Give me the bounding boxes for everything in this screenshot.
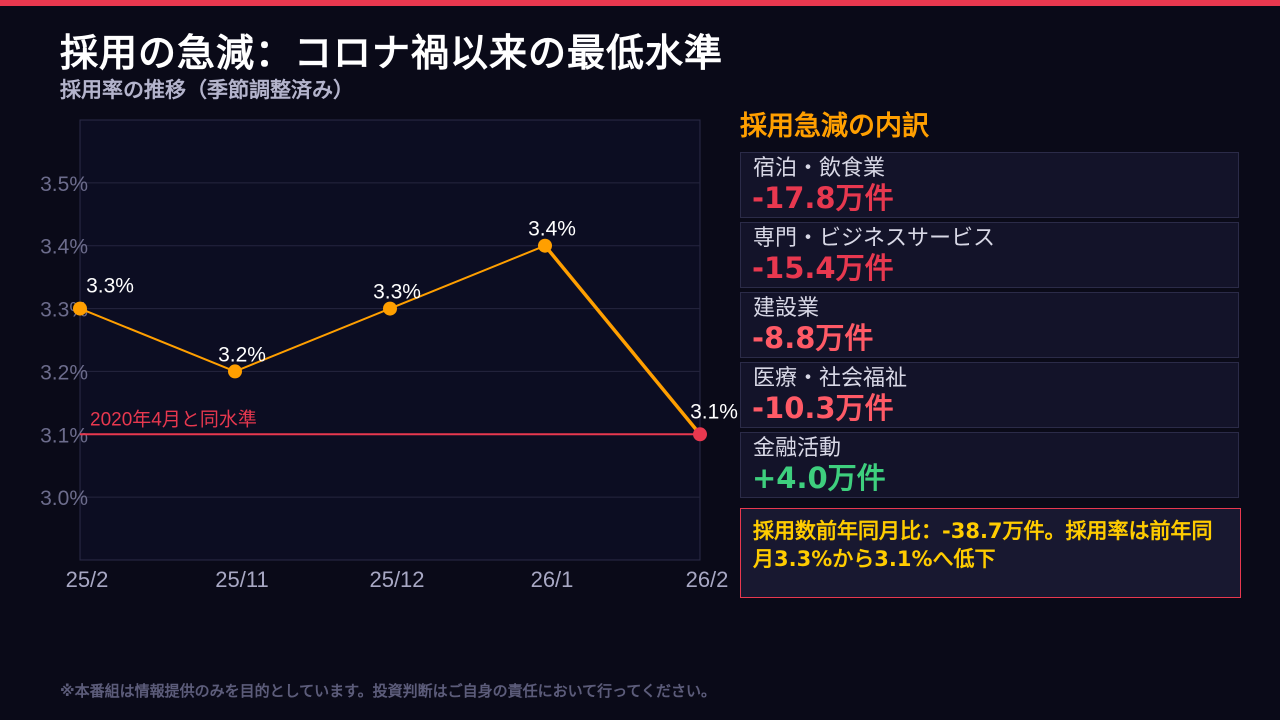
page-title: 採用の急減：コロナ禍以来の最低水準 bbox=[60, 31, 724, 75]
series-drop-segment bbox=[543, 244, 702, 436]
breakdown-card: 建設業 -8.8万件 bbox=[740, 292, 1239, 358]
y-tick-label: 3.1% bbox=[40, 424, 88, 447]
x-tick-label: 25/12 bbox=[369, 567, 424, 592]
data-label: 3.2% bbox=[218, 343, 266, 366]
category-value: -8.8万件 bbox=[752, 321, 874, 355]
data-point bbox=[538, 238, 552, 253]
top-accent-bar bbox=[0, 0, 1280, 6]
summary-text: 採用数前年同月比：-38.7万件。採用率は前年同月3.3%から3.1%へ低下 bbox=[753, 519, 1213, 571]
category-value: +4.0万件 bbox=[752, 461, 886, 495]
category-value: -17.8万件 bbox=[752, 181, 894, 215]
category-label: 建設業 bbox=[753, 296, 820, 321]
reference-line-label: 2020年4月と同水準 bbox=[90, 408, 257, 430]
summary-box: 採用数前年同月比：-38.7万件。採用率は前年同月3.3%から3.1%へ低下 bbox=[740, 508, 1241, 598]
category-value: -15.4万件 bbox=[752, 251, 894, 285]
data-label: 3.4% bbox=[528, 218, 576, 241]
x-tick-label: 26/1 bbox=[531, 567, 574, 592]
plot-area bbox=[79, 119, 701, 561]
chart-subtitle: 採用率の推移（季節調整済み） bbox=[60, 78, 354, 102]
x-tick-label: 25/2 bbox=[66, 567, 109, 592]
x-tick-label: 25/11 bbox=[215, 567, 268, 592]
data-label: 3.3% bbox=[86, 275, 134, 298]
category-label: 宿泊・飲食業 bbox=[753, 156, 886, 181]
breakdown-card: 宿泊・飲食業 -17.8万件 bbox=[740, 152, 1239, 218]
breakdown-title: 採用急減の内訳 bbox=[740, 111, 929, 142]
category-label: 金融活動 bbox=[753, 436, 842, 461]
data-label: 3.1% bbox=[690, 400, 738, 423]
x-tick-label: 26/2 bbox=[686, 567, 729, 592]
y-tick-label: 3.2% bbox=[40, 361, 88, 384]
y-tick-label: 3.0% bbox=[40, 487, 88, 510]
data-label: 3.3% bbox=[373, 281, 421, 304]
y-tick-label: 3.5% bbox=[40, 173, 88, 196]
data-point bbox=[383, 301, 397, 316]
disclaimer: ※本番組は情報提供のみを目的としています。投資判断はご自身の責任において行ってく… bbox=[60, 682, 716, 700]
y-tick-label: 3.4% bbox=[40, 236, 88, 259]
hiring-rate-chart: 3.0% 3.1% 3.2% 3.3% 3.4% 3.5% 25/2 25/11 25/12 26… bbox=[40, 119, 738, 592]
data-point bbox=[73, 301, 87, 316]
data-point bbox=[693, 427, 707, 442]
breakdown-card: 専門・ビジネスサービス -15.4万件 bbox=[740, 222, 1239, 288]
breakdown-card: 医療・社会福祉 -10.3万件 bbox=[740, 362, 1239, 428]
category-label: 医療・社会福祉 bbox=[753, 366, 908, 391]
category-value: -10.3万件 bbox=[752, 391, 894, 425]
data-point bbox=[228, 364, 242, 379]
category-label: 専門・ビジネスサービス bbox=[753, 226, 996, 251]
breakdown-card: 金融活動 +4.0万件 bbox=[740, 432, 1239, 498]
